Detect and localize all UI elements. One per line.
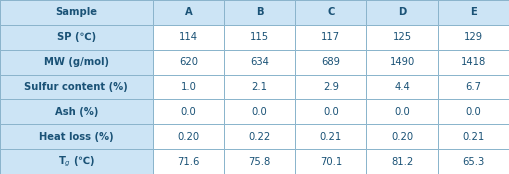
Text: 117: 117 [321,32,341,42]
Bar [366,149,438,174]
Text: 70.1: 70.1 [320,157,342,167]
Text: 1418: 1418 [461,57,486,67]
Text: 2.1: 2.1 [251,82,268,92]
Text: 2.9: 2.9 [323,82,339,92]
Bar [438,124,509,149]
Bar [224,50,295,75]
Text: 0.0: 0.0 [323,107,338,117]
Text: SP (℃): SP (℃) [57,32,96,42]
Bar [295,124,366,149]
Text: 0.0: 0.0 [181,107,196,117]
Text: 71.6: 71.6 [177,157,200,167]
Bar [366,50,438,75]
Bar [0,25,153,50]
Bar [295,25,366,50]
Bar [366,75,438,99]
Text: 65.3: 65.3 [462,157,485,167]
Bar [0,0,153,25]
Text: 1490: 1490 [389,57,415,67]
Text: 0.20: 0.20 [177,132,200,142]
Bar [295,75,366,99]
Text: 114: 114 [179,32,198,42]
Bar [224,149,295,174]
Bar [295,50,366,75]
Text: 0.0: 0.0 [252,107,267,117]
Text: Sample: Sample [55,7,97,17]
Text: 129: 129 [464,32,483,42]
Text: E: E [470,7,477,17]
Text: MW (g/mol): MW (g/mol) [44,57,109,67]
Bar [295,149,366,174]
Bar [0,99,153,124]
Bar [224,75,295,99]
Text: 4.4: 4.4 [394,82,410,92]
Text: 0.20: 0.20 [391,132,413,142]
Text: 125: 125 [392,32,412,42]
Text: 115: 115 [250,32,269,42]
Bar [224,99,295,124]
Bar [366,0,438,25]
Text: Ash (%): Ash (%) [54,107,98,117]
Bar [0,50,153,75]
Text: 0.0: 0.0 [394,107,410,117]
Bar [438,50,509,75]
Bar [438,149,509,174]
Text: 0.22: 0.22 [248,132,271,142]
Bar [438,25,509,50]
Bar [438,75,509,99]
Text: Heat loss (%): Heat loss (%) [39,132,114,142]
Text: 81.2: 81.2 [391,157,413,167]
Bar [0,149,153,174]
Bar [153,50,224,75]
Text: C: C [327,7,334,17]
Text: 0.0: 0.0 [466,107,481,117]
Text: D: D [398,7,406,17]
Text: A: A [184,7,192,17]
Text: 1.0: 1.0 [180,82,196,92]
Bar [295,99,366,124]
Text: 0.21: 0.21 [320,132,342,142]
Bar [366,124,438,149]
Text: 0.21: 0.21 [462,132,485,142]
Bar [366,99,438,124]
Bar [366,25,438,50]
Bar [0,75,153,99]
Bar [295,0,366,25]
Text: T$_g$ (℃): T$_g$ (℃) [58,154,95,169]
Text: B: B [256,7,263,17]
Bar [153,0,224,25]
Bar [153,75,224,99]
Bar [224,124,295,149]
Text: Sulfur content (%): Sulfur content (%) [24,82,128,92]
Bar [153,124,224,149]
Bar [153,25,224,50]
Bar [438,0,509,25]
Text: 6.7: 6.7 [465,82,482,92]
Text: 620: 620 [179,57,198,67]
Bar [153,149,224,174]
Text: 75.8: 75.8 [248,157,271,167]
Bar [224,25,295,50]
Bar [153,99,224,124]
Bar [0,124,153,149]
Text: 689: 689 [321,57,341,67]
Text: 634: 634 [250,57,269,67]
Bar [438,99,509,124]
Bar [224,0,295,25]
